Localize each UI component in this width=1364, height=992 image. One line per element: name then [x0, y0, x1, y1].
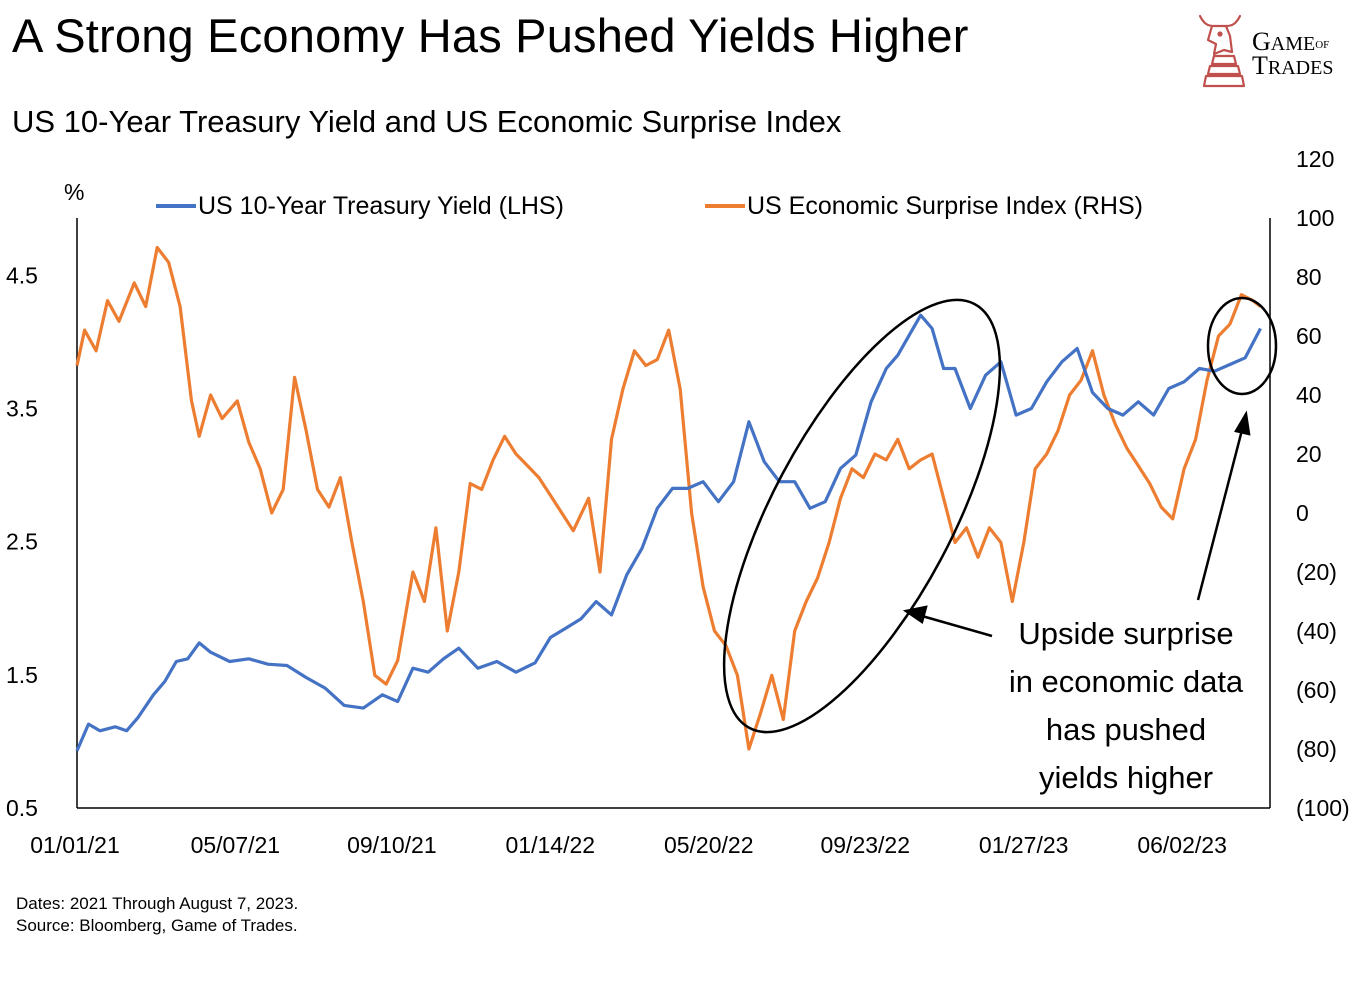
legend-label-surprise: US Economic Surprise Index (RHS) [747, 192, 1143, 220]
x-tick-label: 09/10/21 [347, 832, 437, 858]
legend: US 10-Year Treasury Yield (LHS) US Econo… [156, 192, 1143, 220]
callout-line-4: yields higher [1039, 760, 1213, 795]
logo-g: G [1252, 27, 1271, 56]
right-tick-label: 40 [1296, 382, 1322, 408]
x-tick-label: 06/02/23 [1137, 832, 1227, 858]
x-axis-ticks: 01/01/21 05/07/21 09/10/21 01/14/22 05/20/22… [30, 832, 1227, 858]
left-tick-label: 1.5 [6, 662, 38, 688]
highlight-ellipse-2022 [722, 298, 1002, 734]
right-axis-ticks: (100) (80) (60) (40) (20) 0 20 40 60 80 100 120 [1296, 146, 1350, 821]
right-tick-label: 80 [1296, 264, 1322, 290]
x-tick-label: 01/14/22 [506, 832, 596, 858]
x-tick-label: 01/27/23 [979, 832, 1069, 858]
arrow-to-ellipse-2023 [1196, 429, 1244, 601]
footnote-source: Source: Bloomberg, Game of Trades. [16, 916, 298, 935]
x-tick-label: 05/07/21 [191, 832, 281, 858]
logo-rades: RADES [1268, 57, 1334, 79]
right-tick-label: 120 [1296, 146, 1334, 172]
right-tick-label: (100) [1296, 795, 1350, 821]
svg-text:GAMEOF: GAMEOF [1252, 27, 1329, 56]
footnote-dates: Dates: 2021 Through August 7, 2023. [16, 894, 299, 913]
series-line-yield [75, 313, 1262, 752]
right-tick-label: (40) [1296, 618, 1337, 644]
highlight-ellipse-2023 [1206, 296, 1278, 396]
right-tick-label: (20) [1296, 559, 1337, 585]
left-tick-label: 3.5 [6, 395, 38, 421]
game-of-trades-logo: GAMEOF TRADES [1198, 14, 1333, 88]
x-tick-label: 09/23/22 [820, 832, 910, 858]
callout-line-3: has pushed [1046, 712, 1206, 747]
left-tick-label: 0.5 [6, 795, 38, 821]
right-tick-label: (80) [1296, 736, 1337, 762]
callout-line-2: in economic data [1009, 664, 1244, 699]
arrowhead-2023 [1234, 410, 1251, 436]
right-tick-label: 0 [1296, 500, 1309, 526]
svg-text:TRADES: TRADES [1252, 51, 1333, 80]
x-tick-label: 05/20/22 [664, 832, 754, 858]
annotation-callout: Upside surprise in economic data has pus… [1009, 616, 1244, 795]
chart-subtitle: US 10-Year Treasury Yield and US Economi… [12, 104, 842, 139]
logo-t: T [1252, 51, 1268, 80]
page-title: A Strong Economy Has Pushed Yields Highe… [12, 9, 969, 62]
arrowhead-2022 [902, 605, 928, 625]
right-tick-label: 20 [1296, 441, 1322, 467]
logo-of: OF [1315, 39, 1329, 51]
x-tick-label: 01/01/21 [30, 832, 120, 858]
annotation-arrows [902, 410, 1251, 638]
right-tick-label: 60 [1296, 323, 1322, 349]
arrow-to-ellipse-2022 [921, 614, 993, 638]
bull-knight-icon [1198, 14, 1246, 88]
left-tick-label: 2.5 [6, 529, 38, 555]
left-axis-unit: % [64, 179, 84, 205]
logo-ame: AME [1271, 33, 1315, 55]
callout-line-1: Upside surprise [1018, 616, 1233, 651]
series-line-surprise [75, 245, 1262, 751]
legend-label-yield: US 10-Year Treasury Yield (LHS) [198, 192, 564, 220]
left-axis-ticks: 0.5 1.5 2.5 3.5 4.5 [6, 262, 38, 821]
right-tick-label: 100 [1296, 205, 1334, 231]
left-tick-label: 4.5 [6, 262, 38, 288]
right-tick-label: (60) [1296, 677, 1337, 703]
footnote: Dates: 2021 Through August 7, 2023. Sour… [16, 893, 298, 937]
